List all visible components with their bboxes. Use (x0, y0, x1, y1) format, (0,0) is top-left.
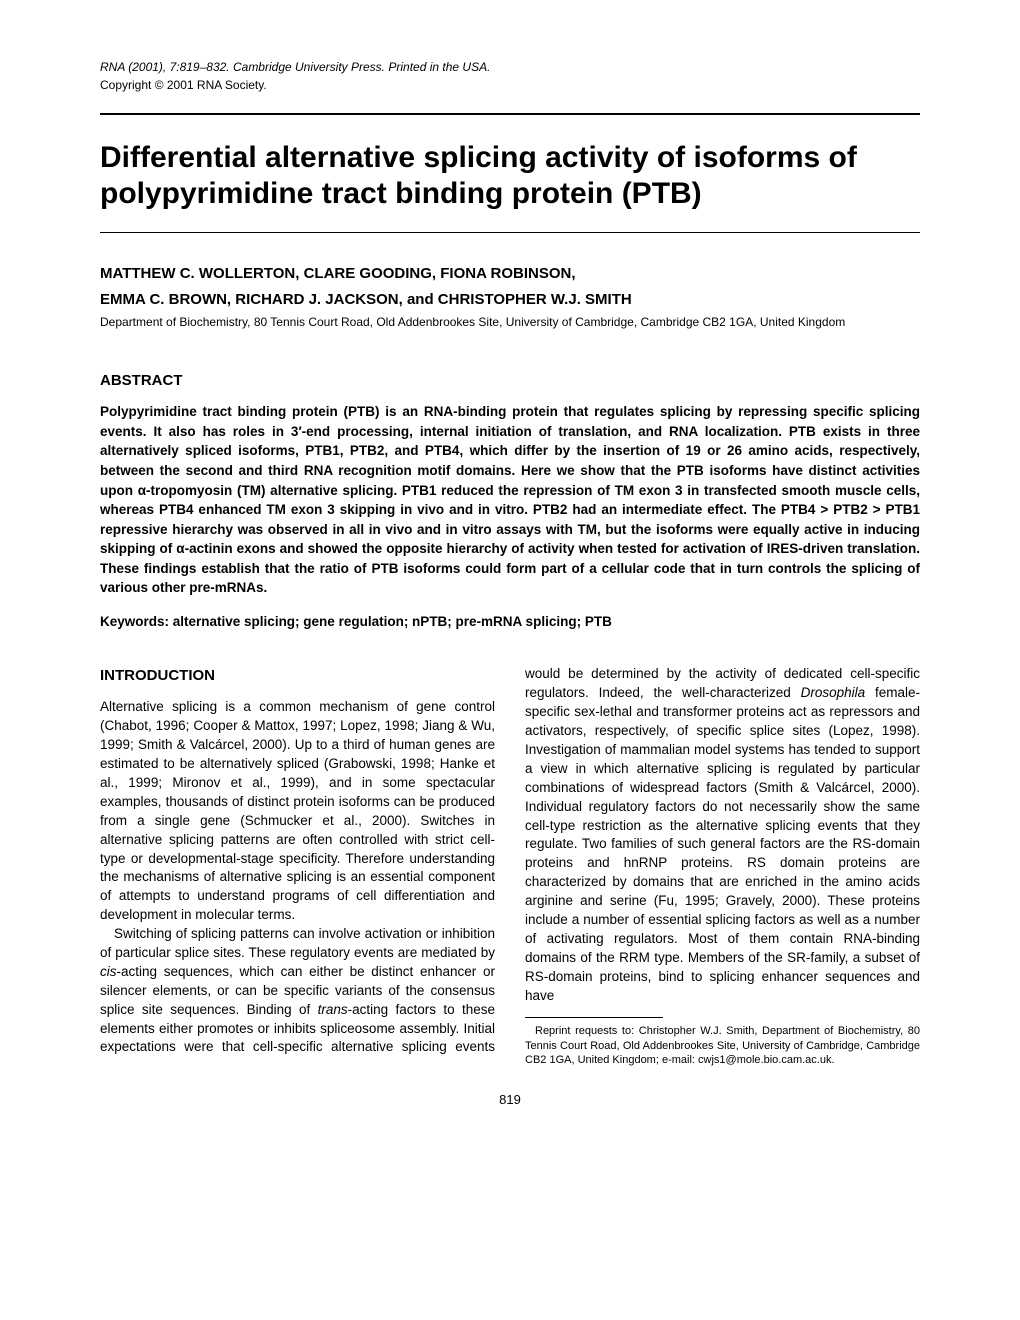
authors-line-2: EMMA C. BROWN, RICHARD J. JACKSON, and C… (100, 289, 920, 310)
journal-header: RNA (2001), 7:819–832. Cambridge Univers… (100, 60, 920, 76)
introduction-heading: INTRODUCTION (100, 665, 495, 686)
copyright-line: Copyright © 2001 RNA Society. (100, 78, 920, 94)
intro-para-1: Alternative splicing is a common mechani… (100, 698, 495, 925)
body-columns: INTRODUCTION Alternative splicing is a c… (100, 665, 920, 1067)
page-number: 819 (100, 1092, 920, 1109)
article-title: Differential alternative splicing activi… (100, 140, 920, 212)
abstract-body: Polypyrimidine tract binding protein (PT… (100, 402, 920, 598)
keywords: Keywords: alternative splicing; gene reg… (100, 613, 920, 631)
reprint-footnote: Reprint requests to: Christopher W.J. Sm… (525, 1024, 920, 1067)
footnote-separator (525, 1017, 663, 1018)
authors-line-1: MATTHEW C. WOLLERTON, CLARE GOODING, FIO… (100, 263, 920, 284)
divider-title (100, 232, 920, 233)
divider-top (100, 113, 920, 115)
abstract-heading: ABSTRACT (100, 371, 920, 391)
affiliation: Department of Biochemistry, 80 Tennis Co… (100, 315, 920, 331)
